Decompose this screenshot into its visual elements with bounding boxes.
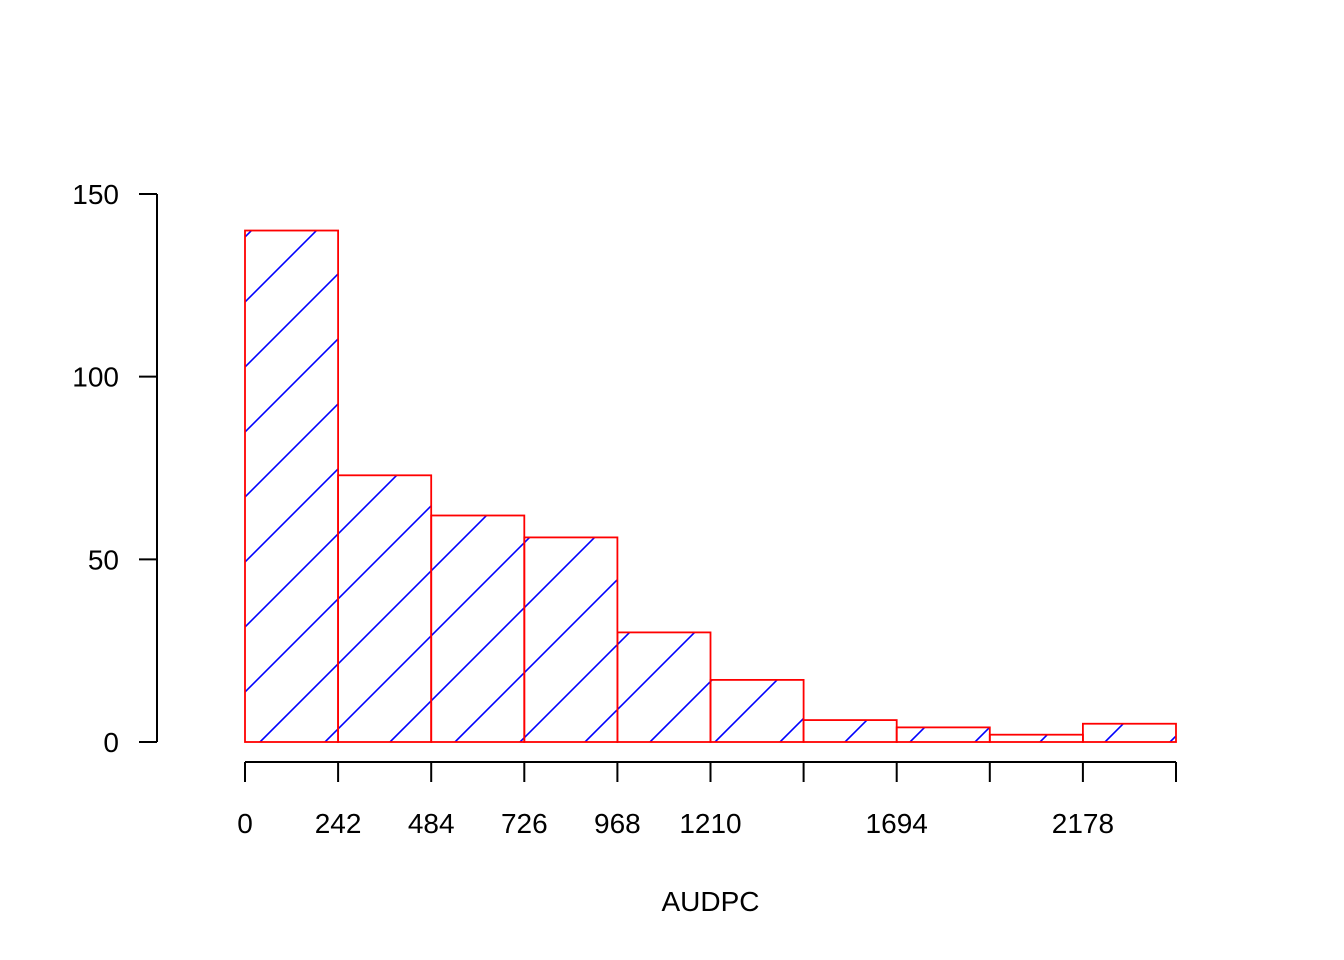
bar-hatch xyxy=(844,720,869,743)
bar-hatch xyxy=(1104,723,1177,743)
bar-outline xyxy=(895,726,991,743)
y-axis: 0 50 100 150 xyxy=(72,179,158,758)
y-tick-label: 50 xyxy=(88,544,119,575)
bar-outline xyxy=(430,514,526,743)
x-axis: 0 242 484 726 968 1210 1694 2178 xyxy=(237,761,1177,839)
bar-hatch xyxy=(245,230,339,743)
y-tick-label: 150 xyxy=(72,179,119,210)
x-tick-label: 484 xyxy=(408,808,455,839)
histogram-bar xyxy=(709,678,805,743)
histogram-bar xyxy=(430,514,526,743)
bar-hatch xyxy=(617,632,711,743)
x-tick-label: 968 xyxy=(594,808,641,839)
bar-outline xyxy=(337,474,433,743)
bar-outline xyxy=(802,719,898,743)
x-axis-label: AUDPC xyxy=(661,886,759,917)
bars-group xyxy=(244,229,1177,743)
bar-outline xyxy=(1082,722,1177,743)
bar-hatch xyxy=(909,727,990,742)
histogram-bar xyxy=(616,631,712,743)
bar-hatch xyxy=(524,537,618,742)
bar-outline xyxy=(244,229,339,743)
bar-outline xyxy=(988,733,1084,743)
x-tick-label: 242 xyxy=(315,808,362,839)
histogram-bar xyxy=(802,719,898,743)
bar-outline xyxy=(523,536,619,743)
bar-hatch xyxy=(710,679,804,742)
x-tick-label: 1694 xyxy=(866,808,928,839)
x-tick-label: 0 xyxy=(237,808,253,839)
x-tick-label: 1210 xyxy=(679,808,741,839)
histogram-bar xyxy=(1082,722,1177,743)
y-tick-label: 0 xyxy=(103,727,119,758)
x-tick-label: 2178 xyxy=(1052,808,1114,839)
histogram-bar xyxy=(895,726,991,743)
histogram-bar xyxy=(523,536,619,743)
bar-outline xyxy=(616,631,712,743)
histogram-bar xyxy=(988,733,1084,743)
bar-outline xyxy=(709,678,805,743)
bar-hatch xyxy=(1039,734,1049,743)
histogram-bar xyxy=(337,474,433,743)
histogram-bar xyxy=(244,229,339,743)
x-tick-label: 726 xyxy=(501,808,548,839)
bar-hatch xyxy=(338,475,432,742)
bar-hatch xyxy=(431,515,525,743)
y-tick-label: 100 xyxy=(72,362,119,393)
